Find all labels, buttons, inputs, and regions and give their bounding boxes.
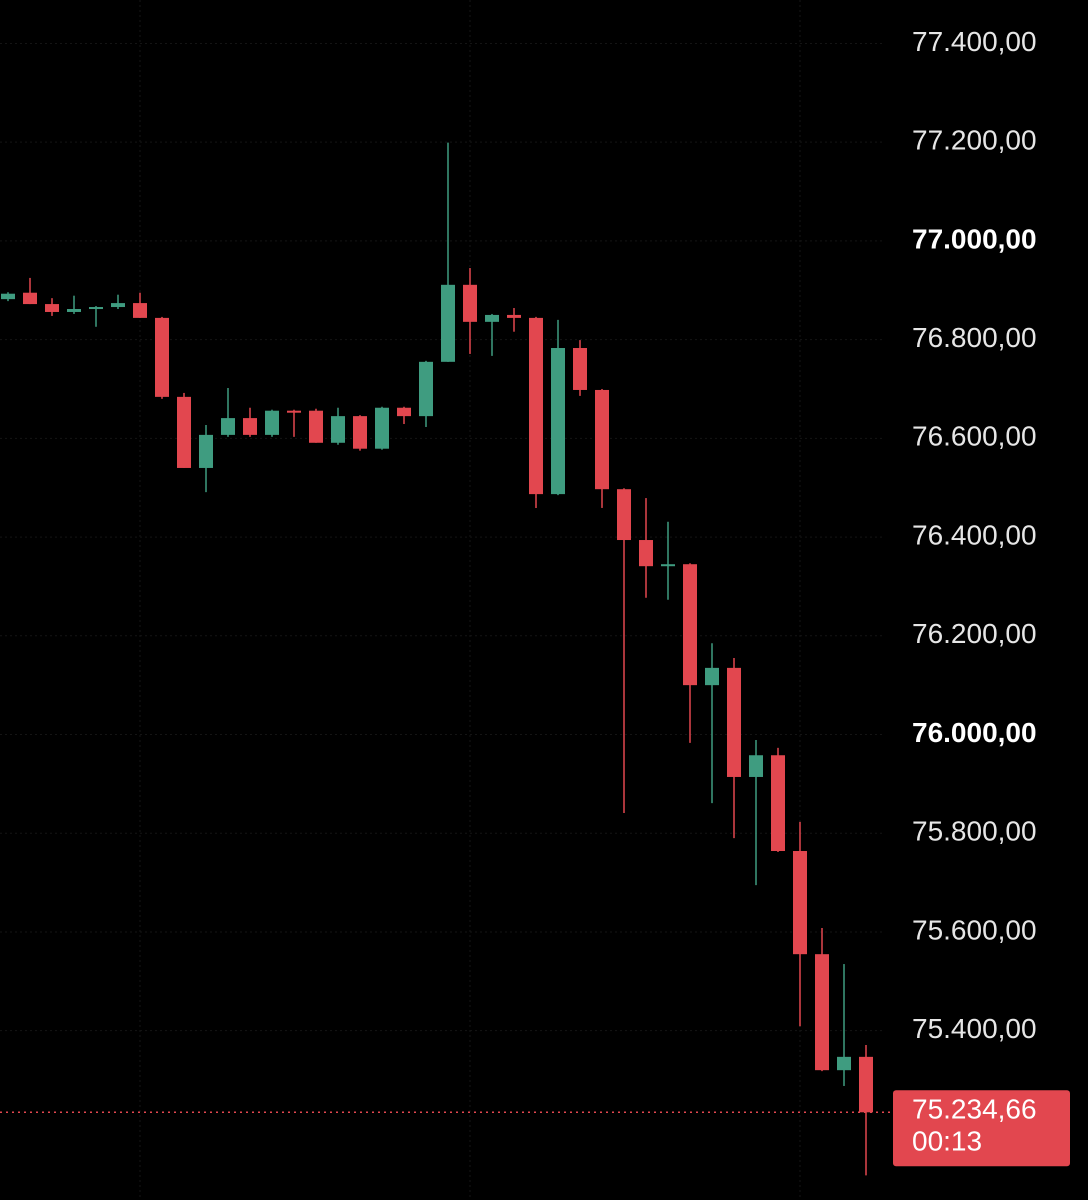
y-tick-label: 76.400,00 (912, 519, 1037, 550)
candle-body (397, 407, 411, 417)
candle-body (485, 314, 499, 322)
candle-body (419, 361, 433, 417)
candle-body (661, 564, 675, 567)
candle-body (771, 755, 785, 852)
candle-body (859, 1056, 873, 1113)
candle-body (89, 307, 103, 310)
y-tick-label: 76.200,00 (912, 618, 1037, 649)
candle-body (573, 348, 587, 390)
candle-body (551, 348, 565, 495)
candle-body (749, 755, 763, 777)
candle-body (375, 407, 389, 449)
y-tick-label: 77.200,00 (912, 125, 1037, 156)
y-tick-label: 77.000,00 (912, 223, 1037, 254)
candle-body (23, 292, 37, 305)
candle-body (837, 1056, 851, 1071)
candle-body (815, 954, 829, 1071)
candle-body (793, 851, 807, 955)
candle-body (111, 303, 125, 308)
candle-body (265, 410, 279, 435)
y-tick-label: 75.600,00 (912, 914, 1037, 945)
last-price-box (893, 1090, 1070, 1167)
last-price-label: 75.234,66 (912, 1094, 1037, 1125)
y-tick-label: 76.000,00 (912, 717, 1037, 748)
candle-body (331, 416, 345, 443)
candle-body (243, 418, 257, 435)
candle-body (309, 410, 323, 443)
candle-body (287, 410, 301, 413)
candle-body (727, 667, 741, 777)
candle-body (177, 396, 191, 468)
candle-body (595, 389, 609, 490)
y-tick-label: 77.400,00 (912, 26, 1037, 57)
candle-body (353, 416, 367, 449)
candle-body (199, 434, 213, 468)
candle-body (639, 540, 653, 567)
countdown-label: 00:13 (912, 1126, 982, 1157)
candle-body (705, 667, 719, 686)
y-tick-label: 76.800,00 (912, 322, 1037, 353)
candle-body (463, 284, 477, 322)
candle-body (617, 489, 631, 541)
candle-body (441, 284, 455, 362)
candle-body (133, 303, 147, 318)
candle-body (155, 317, 169, 397)
y-tick-label: 76.600,00 (912, 421, 1037, 452)
candle-body (683, 564, 697, 686)
y-tick-label: 75.400,00 (912, 1013, 1037, 1044)
candle-body (1, 293, 15, 300)
candle-body (67, 309, 81, 312)
candle-body (45, 304, 59, 312)
candle-body (529, 317, 543, 495)
candle-body (507, 314, 521, 318)
y-tick-label: 75.800,00 (912, 816, 1037, 847)
candle-body (221, 418, 235, 435)
